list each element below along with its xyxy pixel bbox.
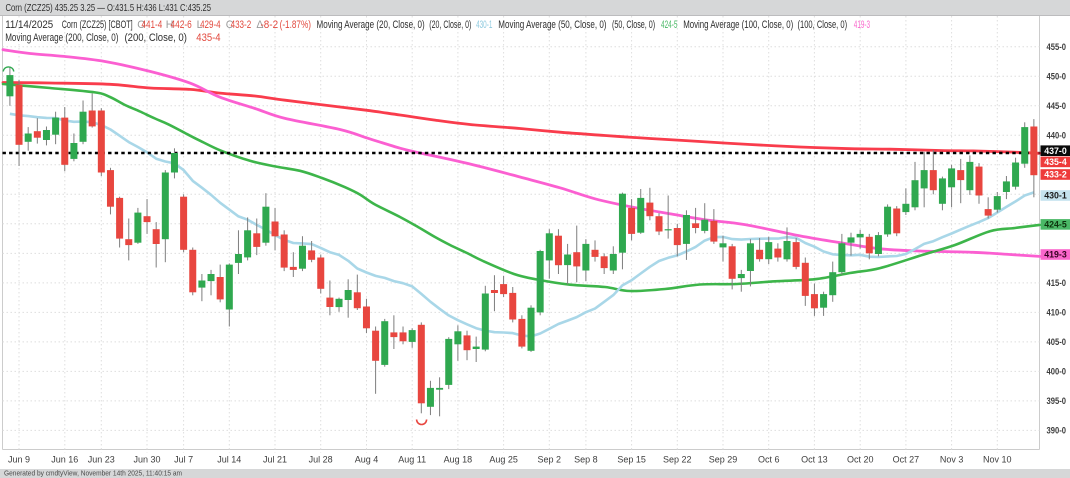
- svg-text:430-1: 430-1: [1044, 191, 1067, 201]
- svg-text:435-4: 435-4: [1044, 157, 1067, 167]
- svg-text:Sep 8: Sep 8: [574, 455, 598, 465]
- svg-text:Nov 3: Nov 3: [940, 455, 964, 465]
- svg-text:Jun 30: Jun 30: [133, 455, 160, 465]
- svg-text:Sep 2: Sep 2: [538, 455, 562, 465]
- svg-text:405-0: 405-0: [1047, 337, 1067, 347]
- svg-text:441-4: 441-4: [142, 19, 163, 31]
- svg-text:410-0: 410-0: [1047, 308, 1067, 318]
- svg-text:440-0: 440-0: [1047, 131, 1067, 141]
- svg-text:11/14/2025: 11/14/2025: [5, 19, 53, 31]
- svg-text:Aug 25: Aug 25: [489, 455, 518, 465]
- svg-text:Moving Average (20, Close, 0): Moving Average (20, Close, 0): [317, 19, 425, 31]
- svg-text:435-4: 435-4: [196, 32, 220, 44]
- svg-text:Oct 6: Oct 6: [758, 455, 780, 465]
- svg-text:(100, Close, 0): (100, Close, 0): [798, 19, 848, 31]
- svg-text:450-0: 450-0: [1047, 72, 1067, 82]
- svg-text:Jun 9: Jun 9: [8, 455, 30, 465]
- svg-text:Jul 14: Jul 14: [217, 455, 241, 465]
- svg-text:Aug 18: Aug 18: [444, 455, 473, 465]
- svg-text:Moving Average (200, Close, 0): Moving Average (200, Close, 0): [5, 32, 118, 44]
- svg-text:Jul 21: Jul 21: [263, 455, 287, 465]
- svg-text:455-0: 455-0: [1047, 42, 1067, 52]
- svg-text:Jun 23: Jun 23: [88, 455, 115, 465]
- svg-text:395-0: 395-0: [1047, 396, 1067, 406]
- svg-text:400-0: 400-0: [1047, 367, 1067, 377]
- svg-text:Corn (ZCZ25) [CBOT]: Corn (ZCZ25) [CBOT]: [62, 19, 133, 31]
- svg-text:Corn (ZCZ25) 435.25 3.25 — O:4: Corn (ZCZ25) 435.25 3.25 — O:431.5 H:436…: [6, 3, 212, 14]
- svg-text:433-2: 433-2: [231, 19, 252, 31]
- svg-text:(20, Close, 0): (20, Close, 0): [429, 19, 471, 31]
- svg-text:L: L: [197, 19, 203, 31]
- svg-text:(50, Close, 0): (50, Close, 0): [612, 19, 655, 31]
- svg-text:Δ: Δ: [256, 19, 263, 31]
- svg-text:419-3: 419-3: [1044, 250, 1067, 260]
- svg-text:390-0: 390-0: [1047, 426, 1067, 436]
- svg-text:430-1: 430-1: [476, 19, 492, 31]
- svg-text:(200, Close, 0): (200, Close, 0): [125, 32, 187, 44]
- svg-text:O: O: [137, 19, 145, 31]
- svg-text:419-3: 419-3: [854, 19, 870, 31]
- svg-text:424-5: 424-5: [1044, 220, 1067, 230]
- svg-text:Generated by cmdtyView, Novemb: Generated by cmdtyView, November 14th 20…: [4, 469, 182, 478]
- svg-text:424-5: 424-5: [661, 19, 677, 31]
- svg-text:429-4: 429-4: [200, 19, 221, 31]
- svg-text:H: H: [166, 19, 174, 31]
- svg-text:445-0: 445-0: [1047, 101, 1067, 111]
- svg-text:Aug 4: Aug 4: [355, 455, 379, 465]
- svg-text:Aug 11: Aug 11: [398, 455, 426, 465]
- svg-text:Nov 10: Nov 10: [983, 455, 1012, 465]
- svg-text:Oct 27: Oct 27: [893, 455, 920, 465]
- svg-text:Oct 13: Oct 13: [801, 455, 828, 465]
- svg-text:Jul 28: Jul 28: [309, 455, 333, 465]
- svg-text:-8-2: -8-2: [261, 19, 279, 31]
- svg-text:Moving Average (50, Close, 0): Moving Average (50, Close, 0): [498, 19, 606, 31]
- svg-text:Sep 22: Sep 22: [663, 455, 692, 465]
- svg-text:442-6: 442-6: [171, 19, 192, 31]
- svg-text:Sep 15: Sep 15: [617, 455, 646, 465]
- svg-text:C: C: [226, 19, 234, 31]
- svg-text:(-1.87%): (-1.87%): [280, 19, 311, 31]
- svg-text:Sep 29: Sep 29: [709, 455, 738, 465]
- svg-text:415-0: 415-0: [1047, 278, 1067, 288]
- svg-text:Moving Average (100, Close, 0): Moving Average (100, Close, 0): [683, 19, 793, 31]
- svg-text:Jul 7: Jul 7: [174, 455, 193, 465]
- svg-text:433-2: 433-2: [1044, 170, 1067, 180]
- svg-text:Jun 16: Jun 16: [51, 455, 78, 465]
- svg-text:437-0: 437-0: [1044, 146, 1067, 156]
- svg-text:Oct 20: Oct 20: [847, 455, 874, 465]
